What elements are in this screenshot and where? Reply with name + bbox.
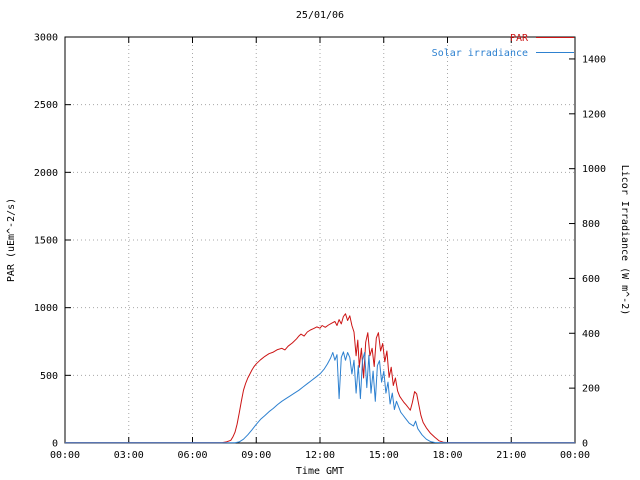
y-left-tick-label: 0: [52, 439, 58, 450]
chart-title: 25/01/06: [296, 10, 344, 21]
x-tick-label: 12:00: [305, 450, 335, 461]
x-tick-label: 21:00: [496, 450, 526, 461]
y-right-tick-label: 400: [582, 329, 600, 340]
y-right-tick-label: 200: [582, 384, 600, 395]
y-left-tick-label: 1000: [34, 303, 58, 314]
x-axis-label: Time GMT: [296, 466, 344, 477]
legend-label-solar-irradiance: Solar irradiance: [432, 48, 528, 59]
x-tick-label: 03:00: [114, 450, 144, 461]
x-tick-label: 15:00: [369, 450, 399, 461]
y-right-tick-label: 1200: [582, 109, 606, 120]
par-line: [65, 313, 575, 444]
y-right-tick-label: 800: [582, 219, 600, 230]
x-tick-label: 18:00: [432, 450, 462, 461]
x-tick-label: 09:00: [241, 450, 271, 461]
solar-irradiance-line: [65, 351, 575, 444]
x-tick-label: 06:00: [177, 450, 207, 461]
y-right-tick-label: 1000: [582, 164, 606, 175]
y-right-axis-label: Licor Irradiance (W m^-2): [619, 165, 630, 316]
y-right-tick-label: 1400: [582, 54, 606, 65]
y-left-tick-label: 2000: [34, 168, 58, 179]
legend-label-par: PAR: [510, 33, 529, 44]
y-left-axis-label: PAR (uEm^-2/s): [6, 198, 17, 282]
y-left-tick-label: 3000: [34, 33, 58, 44]
y-right-tick-label: 600: [582, 274, 600, 285]
y-left-tick-label: 2500: [34, 100, 58, 111]
x-tick-label: 00:00: [560, 450, 590, 461]
x-tick-label: 00:00: [50, 450, 80, 461]
y-right-tick-label: 0: [582, 439, 588, 450]
y-left-tick-label: 1500: [34, 236, 58, 247]
y-left-tick-label: 500: [40, 371, 58, 382]
